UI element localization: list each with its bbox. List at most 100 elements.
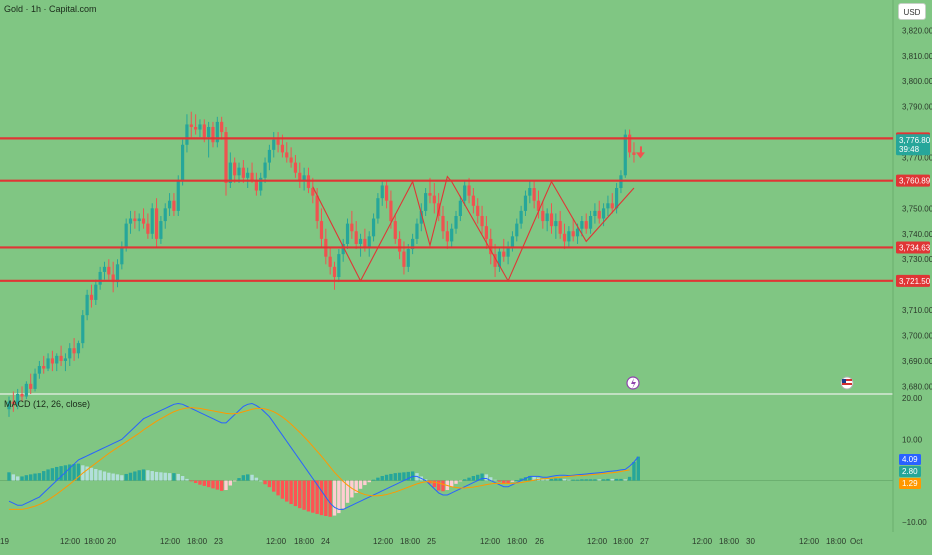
candle-body: [150, 208, 154, 234]
time-tick-label: 12:00: [266, 537, 287, 546]
macd-histogram-bar: [432, 480, 437, 488]
candle-body: [519, 210, 523, 224]
candle-body: [259, 177, 263, 191]
candle: [24, 381, 28, 400]
currency-button[interactable]: USD: [898, 3, 926, 20]
candle: [215, 116, 219, 148]
candle-body: [445, 231, 449, 242]
candle: [354, 221, 358, 250]
time-tick-label: 25: [427, 537, 436, 546]
candle: [285, 142, 289, 163]
candle: [7, 396, 11, 417]
candle-body: [72, 348, 76, 354]
candle: [467, 177, 471, 204]
time-tick-label: 26: [535, 537, 544, 546]
candle: [159, 215, 163, 244]
candle: [163, 203, 167, 229]
macd-histogram-bar: [167, 473, 172, 481]
macd-histogram-bar: [189, 480, 193, 482]
candle-body: [107, 266, 111, 275]
macd-line: [8, 402, 639, 510]
macd-value-badge-label: 2.80: [902, 467, 918, 476]
candle-body: [20, 394, 24, 397]
macd-tick-label: −10.00: [902, 518, 927, 527]
macd-histogram-bar: [441, 480, 445, 492]
candle-body: [315, 195, 319, 222]
macd-histogram-bar: [571, 479, 575, 481]
candle: [476, 198, 480, 224]
candle-body: [593, 210, 597, 216]
macd-histogram-bar: [94, 469, 98, 481]
candle-body: [215, 121, 219, 143]
macd-histogram-bar: [311, 480, 315, 513]
candle-body: [198, 124, 202, 130]
macd-histogram-bar: [497, 480, 502, 482]
candle: [176, 175, 180, 216]
macd-histogram-bar: [319, 480, 324, 516]
candle-body: [154, 208, 159, 239]
candle: [502, 238, 506, 262]
macd-indicator-label[interactable]: MACD (12, 26, close): [4, 399, 91, 409]
level-badge: [896, 241, 930, 254]
candle: [263, 157, 267, 183]
candle-body: [98, 271, 102, 285]
price-tick-label: 3,820.00: [902, 26, 932, 35]
symbol-title[interactable]: Gold · 1h · Capital.com: [4, 4, 97, 14]
macd-histogram-bar: [528, 476, 532, 481]
macd-histogram-bar: [601, 479, 606, 481]
macd-histogram-bar: [124, 473, 128, 481]
candle-body: [89, 294, 94, 300]
time-tick-label: 24: [321, 537, 330, 546]
macd-histogram-bar: [89, 467, 94, 481]
candle-body: [528, 188, 532, 196]
candle-body: [541, 210, 545, 222]
macd-histogram-bar: [46, 469, 50, 481]
candle: [593, 203, 597, 224]
macd-histogram-bar: [449, 480, 454, 487]
macd-tick-label: 10.00: [902, 435, 923, 444]
macd-histogram-bar: [476, 474, 480, 481]
candle-body: [380, 185, 384, 199]
candle: [545, 208, 549, 232]
candle-body: [567, 231, 571, 242]
candle: [458, 195, 462, 222]
macd-histogram-bar: [37, 473, 42, 481]
candle-body: [298, 172, 302, 181]
candle: [81, 310, 85, 349]
macd-histogram-bar: [397, 472, 402, 481]
candle-body: [276, 139, 280, 145]
candle-body: [575, 228, 580, 237]
candle-body: [615, 188, 619, 209]
candle-body: [159, 221, 163, 239]
candle: [432, 182, 436, 214]
candle: [241, 160, 245, 183]
candle-body: [584, 221, 588, 229]
macd-histogram-bar: [623, 479, 627, 481]
macd-histogram-bar: [341, 480, 345, 509]
macd-histogram-bar: [133, 471, 137, 481]
candle-body: [350, 223, 354, 232]
candle-body: [33, 373, 37, 389]
candle-body: [376, 198, 380, 219]
candle: [493, 243, 497, 278]
price-tick-label: 3,680.00: [902, 382, 932, 391]
candle: [120, 241, 124, 270]
candle-body: [94, 284, 98, 300]
macd-histogram-bar: [115, 474, 120, 481]
candle-body: [59, 355, 63, 361]
candle-body: [610, 203, 614, 209]
candle-body: [111, 274, 115, 283]
candle: [528, 180, 532, 204]
macd-histogram-bar: [206, 480, 211, 488]
candle-body: [29, 383, 33, 389]
price-tick-label: 3,810.00: [902, 52, 932, 61]
candle: [341, 238, 345, 262]
candle-body: [580, 221, 584, 229]
macd-histogram-bar: [185, 478, 189, 481]
down-arrow-icon: [635, 146, 645, 159]
macd-histogram-bar: [219, 480, 224, 491]
candle-body: [536, 200, 541, 211]
macd-histogram-bar: [11, 474, 16, 481]
